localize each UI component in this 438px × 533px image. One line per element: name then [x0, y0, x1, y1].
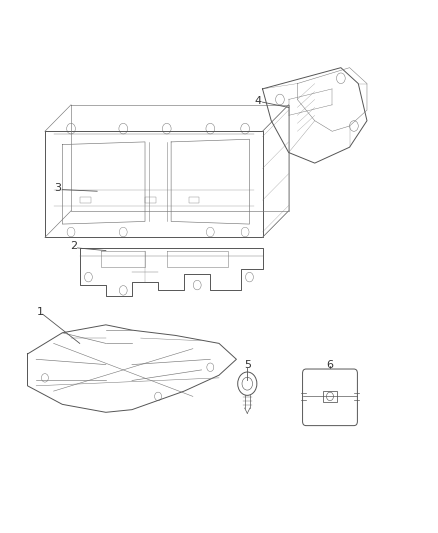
Text: 6: 6	[326, 360, 333, 370]
Bar	[188, 197, 199, 203]
Text: 3: 3	[54, 183, 61, 193]
Bar	[323, 391, 336, 402]
Bar	[145, 197, 156, 203]
Text: 5: 5	[244, 360, 251, 370]
Bar	[80, 197, 91, 203]
Text: 4: 4	[254, 95, 262, 106]
Text: 1: 1	[37, 306, 44, 317]
Text: 2: 2	[70, 241, 77, 252]
